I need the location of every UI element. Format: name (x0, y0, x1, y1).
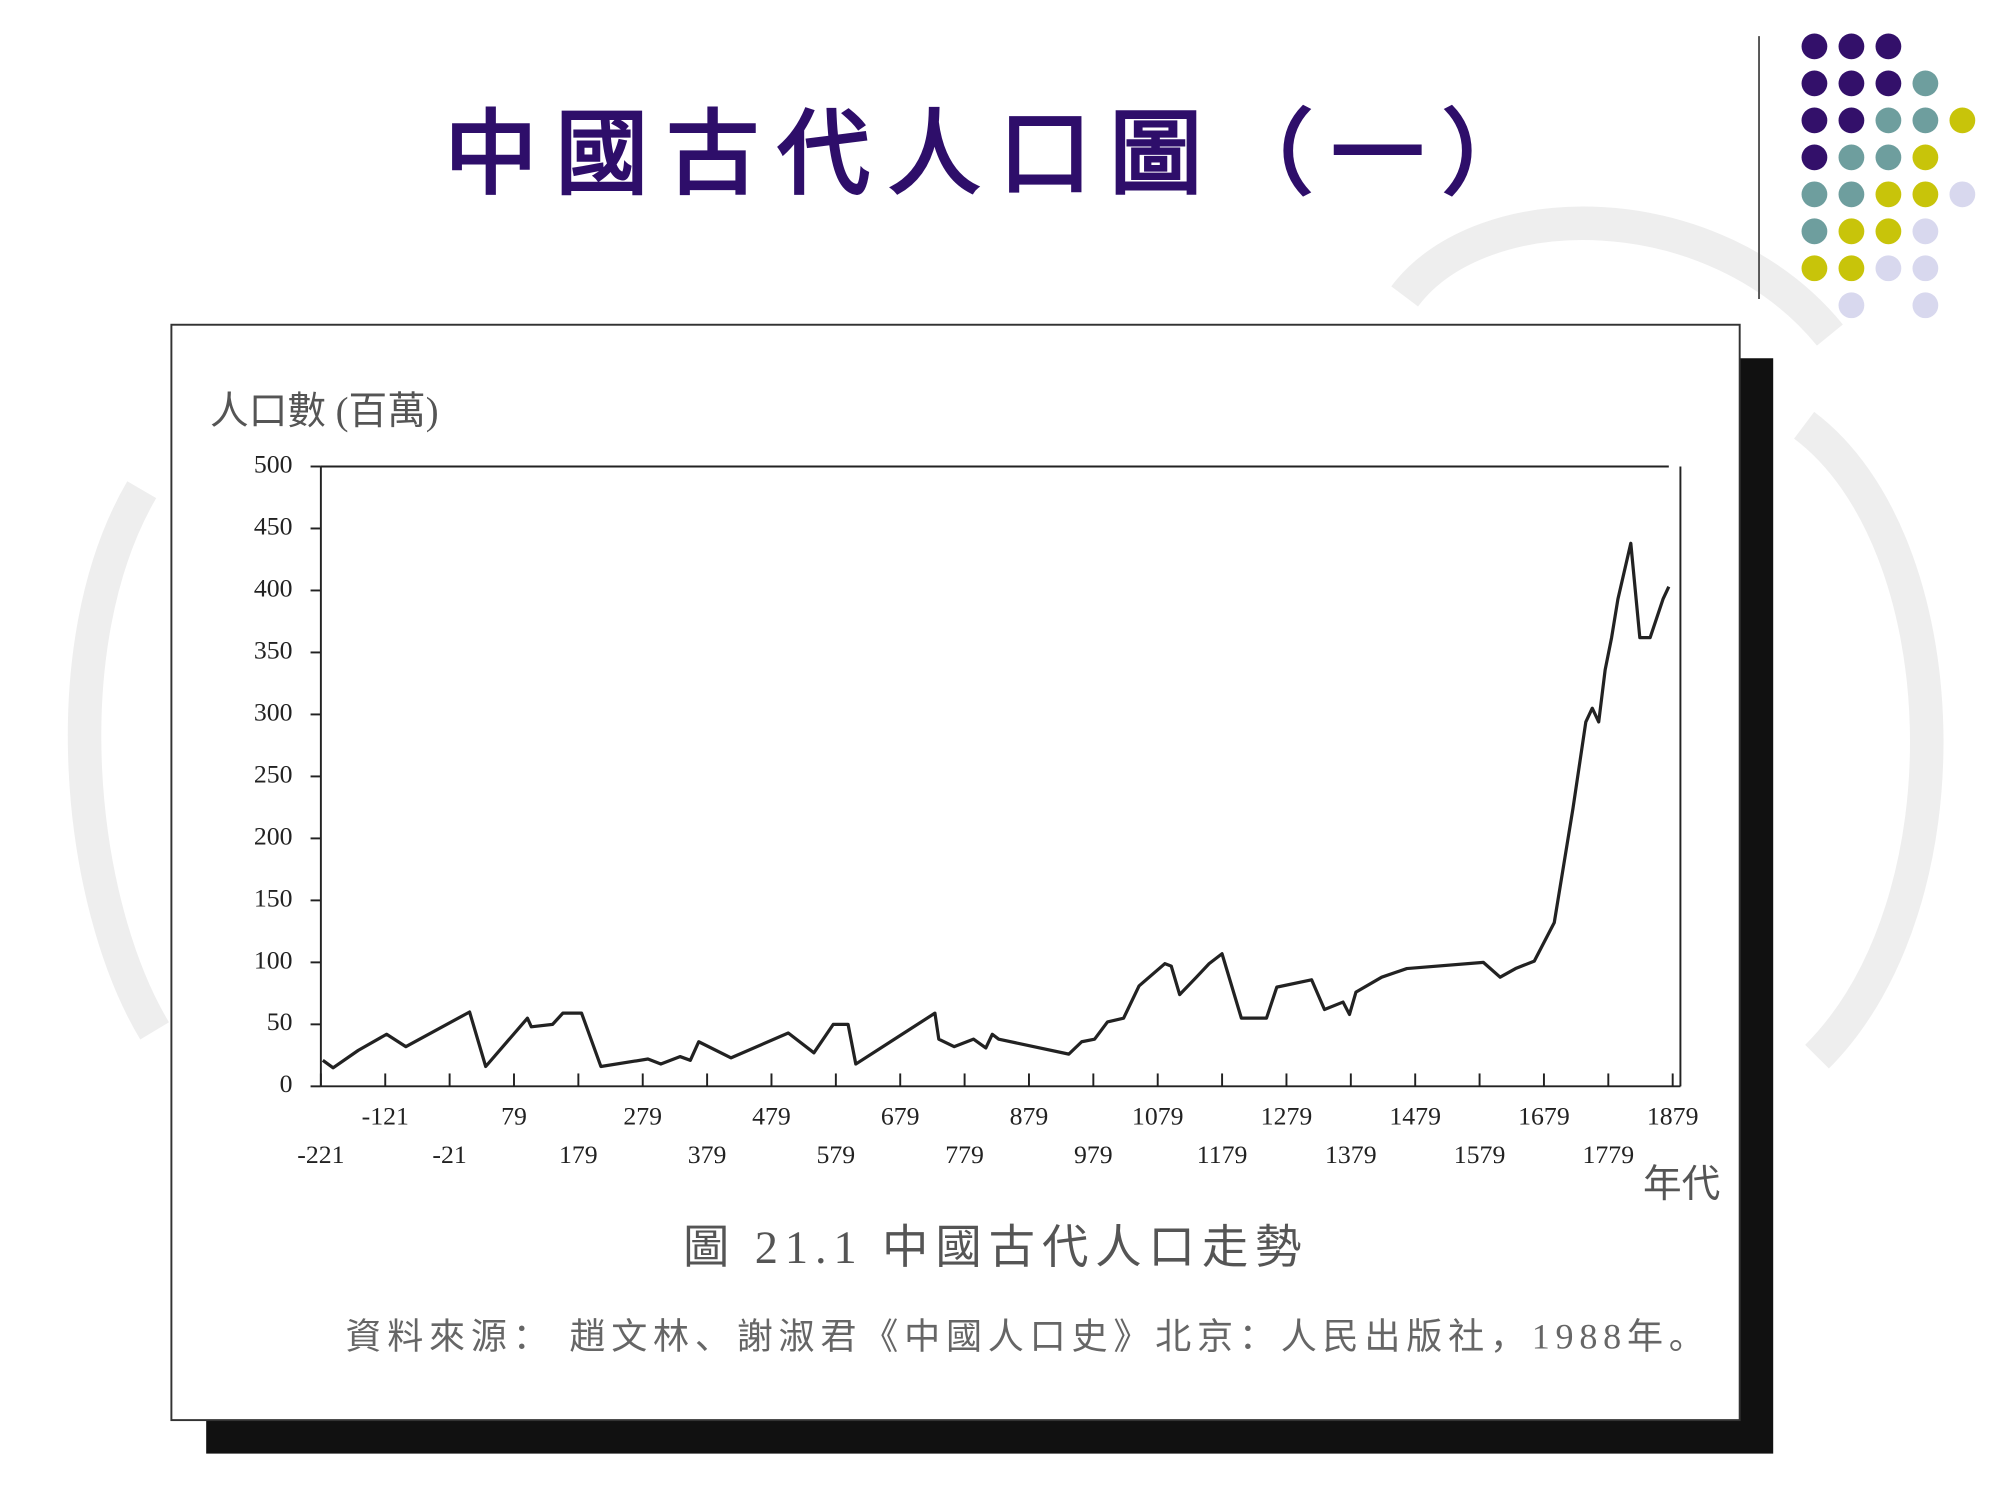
dot (1801, 181, 1828, 208)
dot (1912, 218, 1939, 245)
x-tick-label: 1379 (1325, 1140, 1377, 1169)
dot (1838, 33, 1865, 60)
dot-decoration (1801, 33, 1976, 319)
dot (1912, 181, 1939, 208)
x-tick-label: 979 (1074, 1140, 1113, 1169)
x-axis-label: 年代 (1643, 1163, 1720, 1206)
dot (1801, 218, 1828, 245)
dot (1801, 107, 1828, 134)
y-tick-label: 50 (267, 1007, 293, 1036)
dot (1838, 70, 1865, 97)
dot (1838, 292, 1865, 319)
x-tick-label: 179 (559, 1140, 598, 1169)
x-tick-label: 279 (623, 1101, 662, 1130)
dot (1801, 144, 1828, 171)
x-tick-label: -21 (432, 1140, 466, 1169)
dot (1801, 70, 1828, 97)
dot (1875, 33, 1902, 60)
dot (1949, 181, 1976, 208)
y-tick-label: 300 (254, 697, 293, 726)
y-tick-label: 400 (254, 573, 293, 602)
dot (1838, 181, 1865, 208)
x-tick-label: 679 (881, 1101, 920, 1130)
y-tick-label: 350 (254, 635, 293, 664)
x-tick-label: 1179 (1197, 1140, 1248, 1169)
swirl (1391, 206, 1843, 346)
dot (1949, 107, 1976, 134)
x-tick-label: 1479 (1389, 1101, 1441, 1130)
x-tick-label: -221 (297, 1140, 344, 1169)
dot (1838, 218, 1865, 245)
data-line (321, 541, 1671, 1070)
dot (1912, 144, 1939, 171)
x-tick-label: 879 (1010, 1101, 1049, 1130)
y-tick-label: 100 (254, 945, 293, 974)
swirl (67, 481, 170, 1040)
x-tick-label: 379 (688, 1140, 727, 1169)
x-tick-label: 779 (945, 1140, 984, 1169)
x-tick-label: 79 (501, 1101, 527, 1130)
x-tick-label: 1679 (1518, 1101, 1570, 1130)
x-tick-label: 1279 (1261, 1101, 1313, 1130)
caption: 圖 21.1 中國古代人口走勢 (683, 1223, 1302, 1274)
x-tick-label: 1579 (1454, 1140, 1506, 1169)
y-tick-label: 250 (254, 759, 293, 788)
dot (1875, 70, 1902, 97)
dot (1838, 144, 1865, 171)
dot (1801, 255, 1828, 282)
dot (1875, 107, 1902, 134)
y-tick-label: 200 (254, 821, 293, 850)
x-tick-label: -121 (362, 1101, 409, 1130)
slide-title: 中國古代人口圖（一） (445, 104, 1553, 207)
y-tick-label: 0 (280, 1069, 293, 1098)
dot (1875, 144, 1902, 171)
chart-frame (170, 323, 1741, 1422)
dot (1875, 218, 1902, 245)
swirl (1793, 411, 1944, 1069)
dot (1838, 107, 1865, 134)
y-tick-label: 500 (254, 449, 293, 478)
dot (1912, 107, 1939, 134)
x-tick-label: 1079 (1132, 1101, 1184, 1130)
y-tick-label: 450 (254, 511, 293, 540)
y-axis-label: 人口數 (百萬) (210, 391, 439, 433)
dot (1801, 33, 1828, 60)
dot (1838, 255, 1865, 282)
background-decoration (67, 206, 1944, 1069)
dot (1912, 70, 1939, 97)
dot (1912, 292, 1939, 319)
x-tick-label: 1879 (1647, 1101, 1699, 1130)
y-tick-label: 150 (254, 883, 293, 912)
dot (1875, 255, 1902, 282)
x-tick-label: 579 (817, 1140, 856, 1169)
dot (1875, 181, 1902, 208)
x-tick-label: 479 (752, 1101, 791, 1130)
x-tick-label: 1779 (1583, 1140, 1635, 1169)
dot (1912, 255, 1939, 282)
